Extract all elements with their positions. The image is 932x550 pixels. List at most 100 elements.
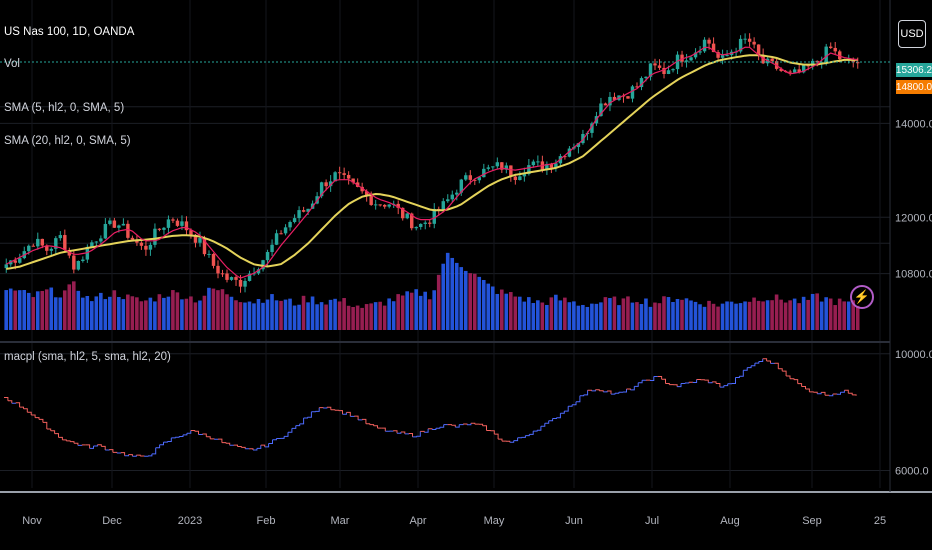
volume-bar	[653, 302, 657, 330]
candle-body	[175, 220, 180, 226]
macpl-segment	[568, 404, 573, 407]
volume-bar	[306, 302, 310, 330]
lightning-bolt-icon[interactable]: ⚡	[850, 285, 874, 309]
candle-body	[752, 41, 756, 45]
macpl-segment	[840, 390, 845, 393]
volume-bar	[193, 302, 198, 330]
macpl-segment	[358, 419, 363, 421]
macpl-segment	[630, 386, 635, 391]
macpl-segment	[540, 423, 546, 427]
volume-bar	[549, 297, 554, 330]
volume-bar	[333, 298, 337, 330]
candle-body	[554, 163, 558, 168]
macpl-segment	[505, 440, 511, 443]
macpl-segment	[525, 434, 530, 437]
candle-body	[702, 39, 707, 52]
macpl-segment	[97, 444, 102, 447]
x-tick-label: Aug	[720, 515, 740, 527]
macpl-segment	[412, 436, 417, 438]
symbol-title[interactable]: US Nas 100, 1D, OANDA	[4, 26, 135, 38]
macpl-segment	[428, 428, 433, 430]
candle-body	[117, 225, 121, 228]
volume-bar	[603, 297, 608, 330]
macpl-segment	[11, 402, 17, 404]
volume-bar	[481, 279, 486, 330]
macpl-segment	[62, 439, 67, 441]
volume-bar	[815, 293, 819, 330]
candle-body	[626, 96, 630, 99]
candle-body	[747, 38, 752, 42]
macpl-segment	[74, 442, 79, 446]
macpl-segment	[556, 413, 561, 419]
volume-bar	[657, 303, 662, 330]
macpl-segment	[237, 446, 242, 448]
macpl-segment	[303, 417, 308, 419]
volume-bar	[810, 293, 815, 330]
macpl-segment	[439, 424, 445, 428]
candle-body	[207, 253, 211, 255]
candle-body	[401, 207, 405, 219]
volume-bar	[369, 303, 373, 330]
macpl-segment	[4, 397, 9, 401]
candle-body	[27, 245, 31, 252]
indicator-macpl-label[interactable]: macpl (sma, hl2, 5, sma, hl2, 20)	[4, 351, 171, 363]
volume-bar	[184, 298, 189, 330]
volume-bar	[567, 302, 572, 330]
candle-body	[234, 277, 238, 280]
macpl-segment	[529, 431, 534, 435]
macpl-segment	[607, 390, 612, 395]
indicator-sma5-label[interactable]: SMA (5, hl2, 0, SMA, 5)	[4, 102, 125, 114]
volume-bar	[301, 295, 306, 330]
volume-bar	[702, 306, 707, 330]
volume-bar	[563, 297, 567, 330]
volume-bar	[707, 300, 711, 330]
candle-body	[680, 54, 684, 62]
volume-bar	[315, 304, 319, 330]
macpl-segment	[595, 389, 600, 391]
macpl-segment	[288, 428, 293, 433]
volume-bar	[423, 291, 427, 330]
indicator-vol-label[interactable]: Vol	[4, 58, 20, 70]
candle-body	[396, 203, 400, 208]
y-tick-label: 12000.0	[895, 212, 932, 224]
candle-body	[252, 273, 256, 275]
candle-body	[536, 161, 540, 163]
x-tick-label: Sep	[802, 515, 822, 527]
x-tick-label: Nov	[22, 515, 42, 527]
candle-body	[761, 55, 765, 64]
macpl-segment	[731, 377, 736, 384]
volume-bar	[360, 307, 364, 330]
volume-bar	[666, 297, 671, 330]
candle-body	[486, 167, 491, 169]
volume-bar	[752, 297, 756, 330]
indicator-sma20-label[interactable]: SMA (20, hl2, 0, SMA, 5)	[4, 135, 131, 147]
macpl-segment	[817, 392, 822, 395]
currency-button[interactable]: USD	[898, 20, 926, 48]
macpl-segment	[626, 388, 631, 390]
candle-body	[274, 233, 279, 245]
volume-bar	[256, 299, 261, 330]
macpl-segment	[93, 444, 98, 447]
axes: 14000.0 12000.0 10800.0 10000.0 6000.0 Nov Dec…	[22, 118, 932, 527]
volume-bar	[729, 301, 734, 330]
candle-body	[193, 234, 198, 243]
candle-body	[292, 218, 297, 223]
macpl-segment	[576, 395, 581, 403]
candle-body	[608, 96, 612, 106]
candle-body	[144, 245, 148, 250]
macpl-segment	[101, 445, 106, 450]
candle-body	[504, 165, 509, 170]
macpl-segment	[50, 430, 56, 434]
volume-bar	[62, 290, 67, 330]
volume-bar	[40, 290, 45, 330]
candle-body	[450, 194, 454, 200]
volume-bar	[689, 300, 693, 330]
macpl-segment	[70, 441, 75, 444]
volume-bar	[527, 297, 531, 330]
volume-bar	[499, 289, 504, 330]
macpl-segment	[198, 434, 203, 435]
candle-body	[157, 228, 162, 230]
candle-body	[743, 38, 747, 40]
candle-body	[301, 210, 306, 212]
